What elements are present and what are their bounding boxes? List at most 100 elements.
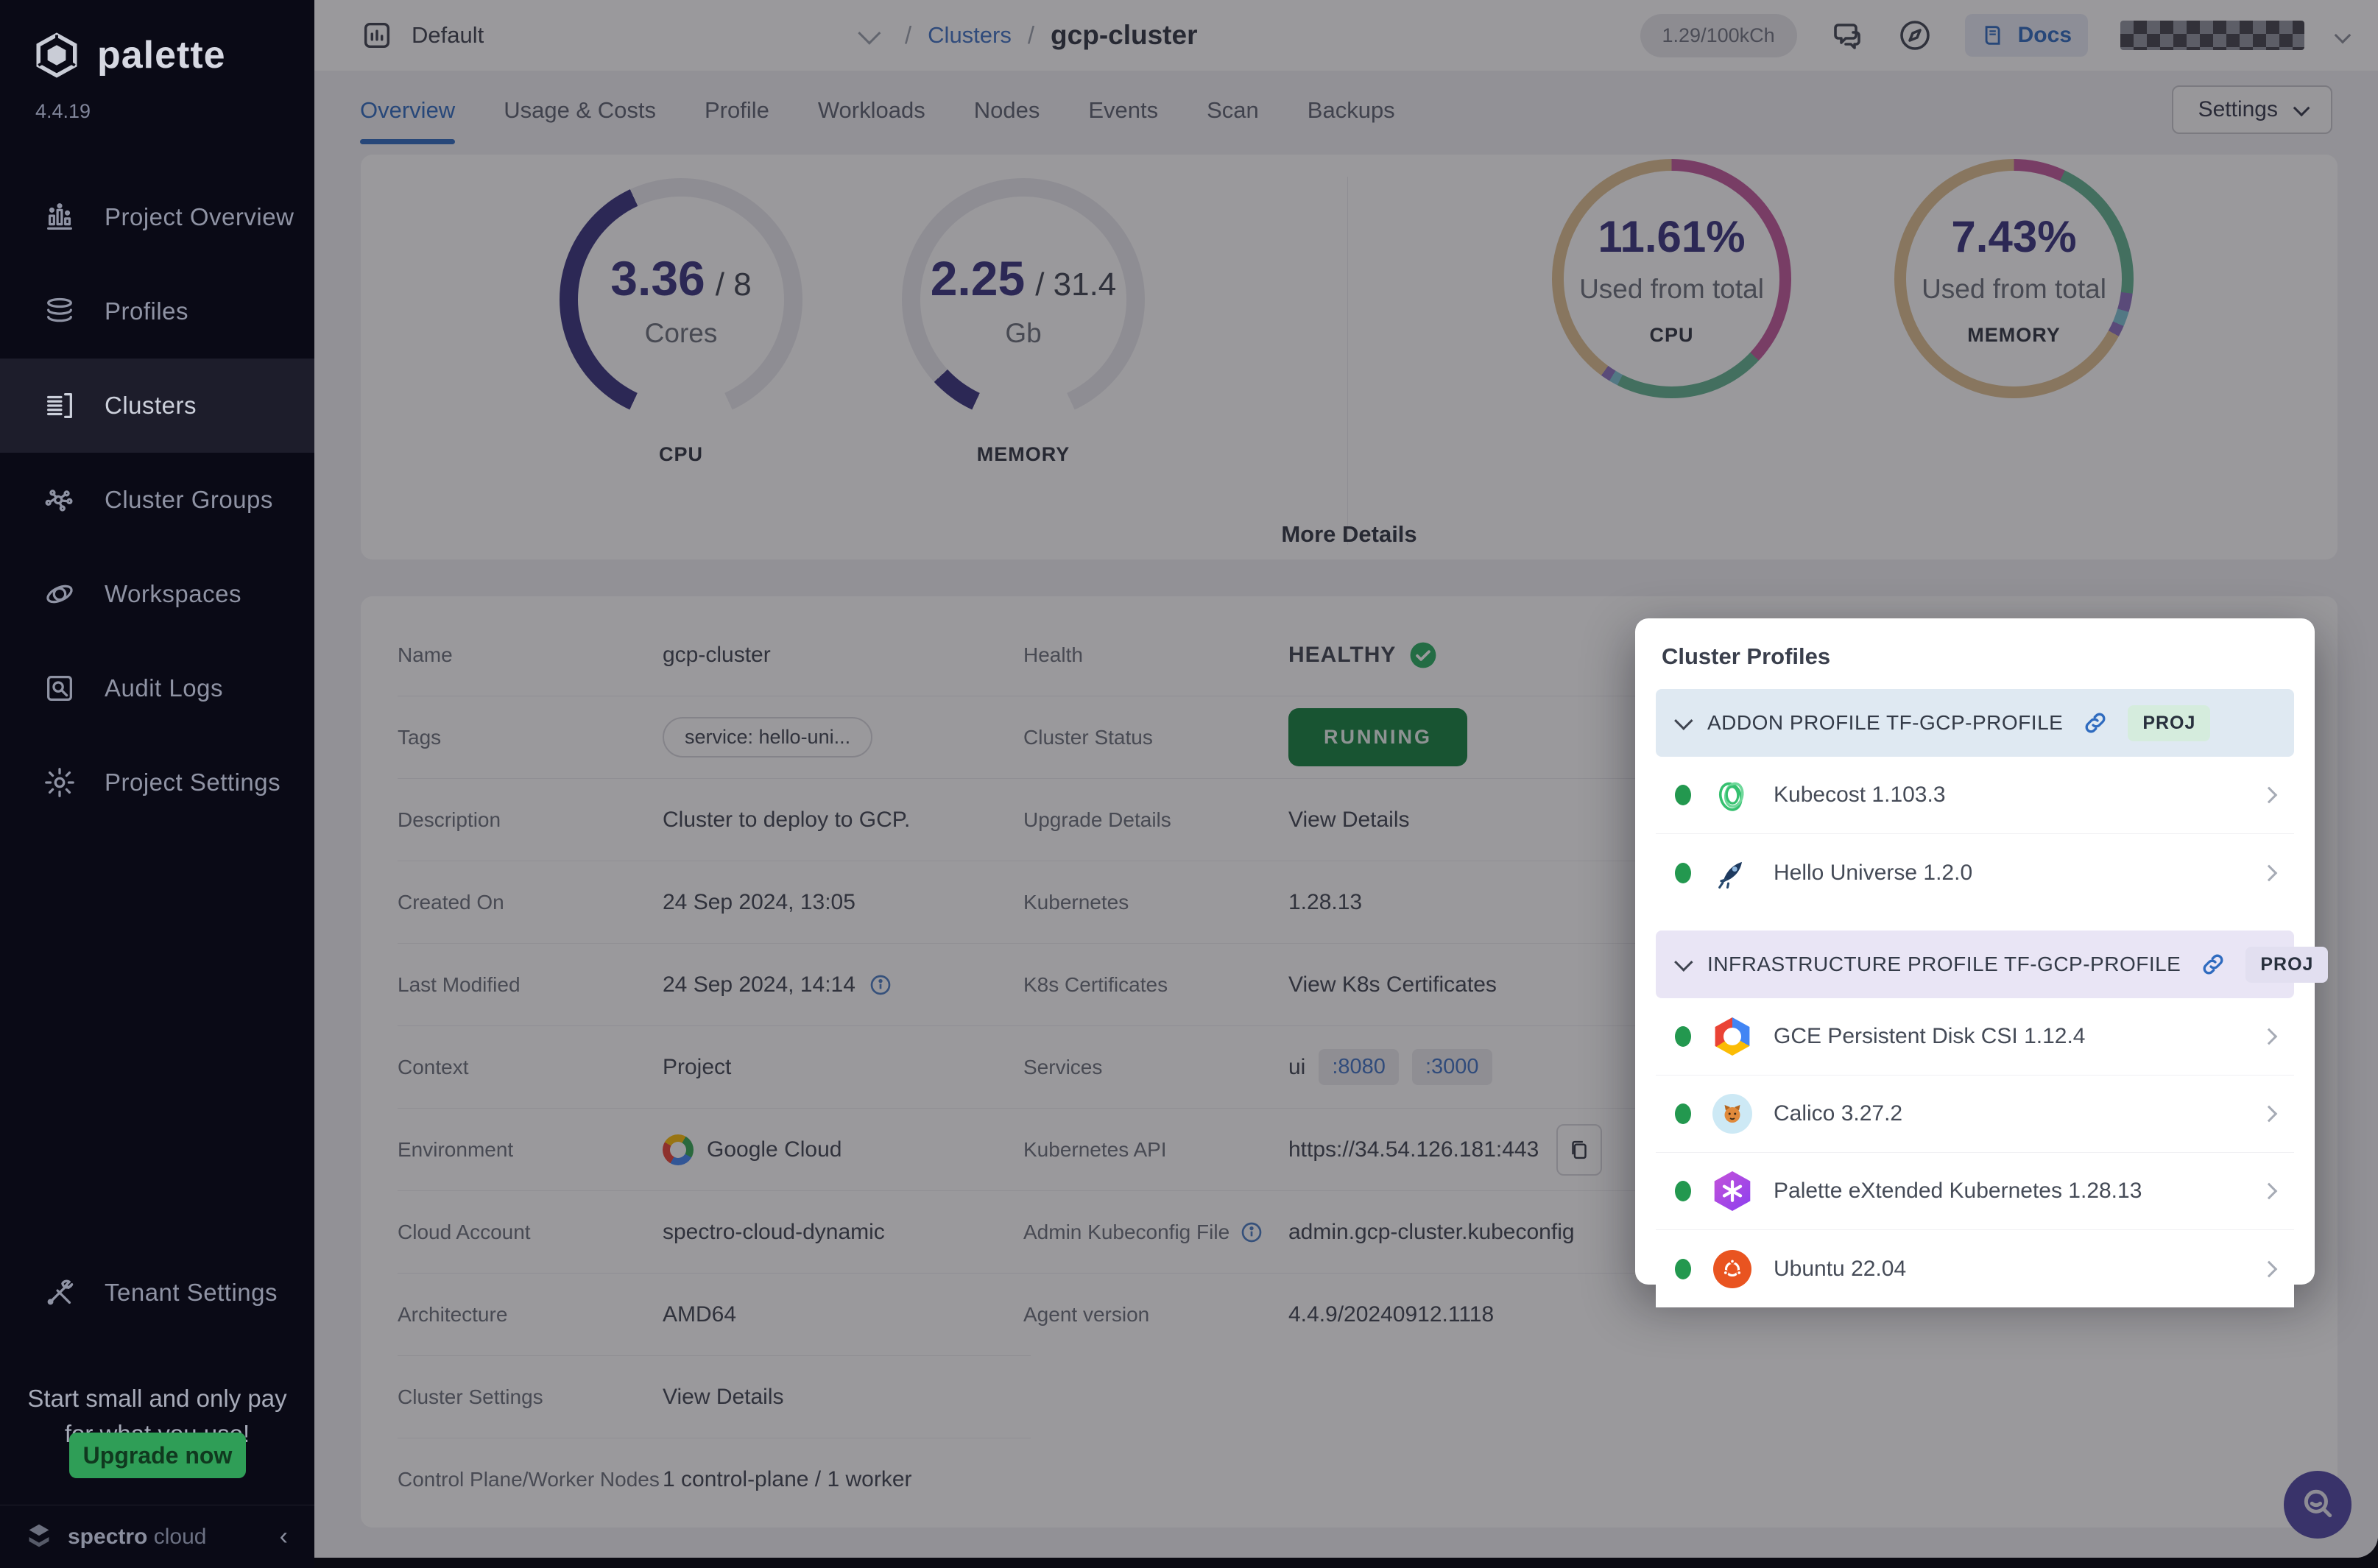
tab-events[interactable]: Events	[1088, 97, 1159, 123]
gce-persistent-disk-logo-icon	[1712, 1016, 1753, 1057]
compass-icon[interactable]	[1897, 18, 1933, 53]
sidebar-item-tenant-settings[interactable]: Tenant Settings	[0, 1246, 314, 1340]
settings-button[interactable]: Settings	[2171, 85, 2332, 134]
pack-row-hello-universe[interactable]: Hello Universe 1.2.0	[1656, 834, 2294, 911]
pack-row-ubuntu[interactable]: Ubuntu 22.04	[1656, 1230, 2294, 1307]
usage-badge: 1.29/100kCh	[1640, 13, 1797, 57]
tab-usage-costs[interactable]: Usage & Costs	[504, 97, 656, 123]
sidebar-item-workspaces[interactable]: Workspaces	[0, 547, 314, 641]
cluster-settings-view-details-link[interactable]: View Details	[663, 1384, 784, 1409]
main-content: Default / Clusters / gcp-cluster 1.29/10…	[314, 0, 2378, 1558]
view-k8s-certificates-link[interactable]: View K8s Certificates	[1288, 972, 1497, 997]
section-name: INFRASTRUCTURE PROFILE TF-GCP-PROFILE	[1707, 953, 2181, 975]
cpu-gauge-ring: 3.36 / 8 Cores	[560, 178, 802, 421]
pack-row-gce-csi[interactable]: GCE Persistent Disk CSI 1.12.4	[1656, 998, 2294, 1076]
info-icon[interactable]	[869, 973, 892, 997]
detail-row-last-modified: Last Modified 24 Sep 2024, 14:14	[398, 944, 1031, 1026]
memory-gauge-caption: MEMORY	[976, 443, 1070, 465]
sidebar-item-audit-logs[interactable]: Audit Logs	[0, 641, 314, 735]
sidebar-item-label: Workspaces	[105, 580, 241, 607]
memory-used-value: 2.25	[930, 251, 1026, 306]
detail-label: Kubernetes API	[1023, 1137, 1167, 1161]
tab-workloads[interactable]: Workloads	[817, 97, 925, 123]
detail-value: Project	[663, 1054, 732, 1079]
memory-donut-caption: Used from total	[1922, 273, 2106, 304]
project-overview-icon	[43, 200, 77, 234]
tab-nodes[interactable]: Nodes	[973, 97, 1040, 123]
sidebar-item-project-overview[interactable]: Project Overview	[0, 170, 314, 264]
detail-label: Agent version	[1023, 1303, 1150, 1326]
detail-value: Google Cloud	[707, 1137, 842, 1162]
pack-row-kubecost[interactable]: Kubecost 1.103.3	[1656, 757, 2294, 834]
agent-version: 4.4.9/20240912.1118	[1288, 1302, 1495, 1327]
breadcrumb: / Clusters / gcp-cluster	[905, 20, 1197, 51]
addon-profile-section-header[interactable]: ADDON PROFILE TF-GCP-PROFILE PROJ	[1656, 689, 2294, 757]
chat-icon[interactable]	[1830, 18, 1865, 53]
kubeconfig-download-link[interactable]: admin.gcp-cluster.kubeconfig	[1288, 1219, 1575, 1244]
running-status-badge: RUNNING	[1288, 708, 1467, 766]
sidebar-item-cluster-groups[interactable]: Cluster Groups	[0, 453, 314, 547]
hello-universe-logo-icon	[1712, 852, 1753, 894]
copy-button[interactable]	[1556, 1123, 1603, 1176]
link-icon	[2085, 713, 2106, 733]
upgrade-now-button[interactable]: Upgrade now	[69, 1433, 246, 1478]
link-icon	[2203, 954, 2223, 975]
detail-row-cloud-account: Cloud Account spectro-cloud-dynamic	[398, 1191, 1031, 1274]
sidebar-collapse-icon[interactable]: ‹	[279, 1522, 288, 1550]
sidebar-item-label: Cluster Groups	[105, 486, 273, 513]
google-cloud-icon	[663, 1134, 694, 1165]
pack-name: Calico 3.27.2	[1774, 1101, 1903, 1126]
settings-button-label: Settings	[2198, 97, 2278, 121]
breadcrumb-clusters-link[interactable]: Clusters	[928, 22, 1012, 48]
more-details-button[interactable]: More Details	[361, 521, 2338, 548]
pack-row-palette-extended-k8s[interactable]: Palette eXtended Kubernetes 1.28.13	[1656, 1153, 2294, 1230]
tab-scan[interactable]: Scan	[1207, 97, 1259, 123]
search-assistant-fab[interactable]	[2284, 1471, 2351, 1539]
service-port-link-8080[interactable]: :8080	[1319, 1049, 1399, 1085]
tab-overview[interactable]: Overview	[360, 71, 456, 150]
project-selector-dropdown[interactable]: Default	[360, 13, 881, 58]
info-icon[interactable]	[1240, 1221, 1263, 1244]
memory-usage-donut: 7.43% Used from total MEMORY	[1894, 159, 2134, 398]
infrastructure-profile-section-header[interactable]: INFRASTRUCTURE PROFILE TF-GCP-PROFILE PR…	[1656, 930, 2329, 998]
tab-backups[interactable]: Backups	[1307, 97, 1395, 123]
ubuntu-logo-icon	[1712, 1249, 1753, 1290]
upgrade-view-details-link[interactable]: View Details	[1288, 807, 1410, 832]
memory-total-value: / 31.4	[1035, 266, 1117, 303]
pack-status-dot	[1675, 862, 1691, 883]
profiles-icon	[43, 294, 77, 328]
detail-label: Context	[398, 1055, 469, 1078]
detail-row-agent-version: Agent version 4.4.9/20240912.1118	[1023, 1274, 2301, 1356]
service-port-link-3000[interactable]: :3000	[1411, 1049, 1492, 1085]
cluster-tabs: Overview Usage & Costs Profile Workloads…	[314, 71, 2378, 150]
check-circle-icon	[1411, 642, 1436, 668]
sidebar-footer: spectro cloud ‹	[0, 1505, 314, 1568]
sidebar-item-label: Profiles	[105, 297, 189, 325]
detail-row-description: Description Cluster to deploy to GCP.	[398, 779, 1031, 861]
detail-label: Tags	[398, 725, 442, 749]
workspaces-icon	[43, 577, 77, 611]
tag-chip[interactable]: service: hello-uni...	[663, 717, 873, 757]
user-name-redacted[interactable]	[2120, 21, 2304, 50]
detail-row-environment: Environment Google Cloud	[398, 1109, 1031, 1191]
detail-label: Cluster Settings	[398, 1385, 543, 1408]
sidebar-item-profiles[interactable]: Profiles	[0, 264, 314, 359]
detail-label: Services	[1023, 1055, 1103, 1078]
sidebar-item-project-settings[interactable]: Project Settings	[0, 735, 314, 830]
tab-profile[interactable]: Profile	[704, 97, 769, 123]
pack-name: Kubecost 1.103.3	[1774, 783, 1946, 807]
detail-row-name: Name gcp-cluster	[398, 614, 1031, 696]
sidebar-tenant-settings-row: Tenant Settings	[0, 1246, 314, 1340]
detail-row-kubernetes-api: Kubernetes API https://34.54.126.181:443	[1023, 1109, 2301, 1191]
pack-row-calico[interactable]: Calico 3.27.2	[1656, 1076, 2294, 1153]
cpu-gauge: 3.36 / 8 Cores CPU	[560, 178, 802, 466]
detail-row-cluster-settings: Cluster Settings View Details	[398, 1356, 1031, 1438]
pack-name: Palette eXtended Kubernetes 1.28.13	[1774, 1179, 2142, 1203]
chevron-right-icon	[2260, 786, 2278, 804]
footer-brand: spectro cloud	[68, 1525, 206, 1550]
chevron-right-icon	[2260, 1182, 2278, 1200]
kubecost-logo-icon	[1712, 774, 1753, 816]
memory-donut-ring: 7.43% Used from total MEMORY	[1894, 159, 2134, 398]
sidebar-item-clusters[interactable]: Clusters	[0, 359, 314, 453]
docs-button[interactable]: Docs	[1964, 14, 2088, 57]
